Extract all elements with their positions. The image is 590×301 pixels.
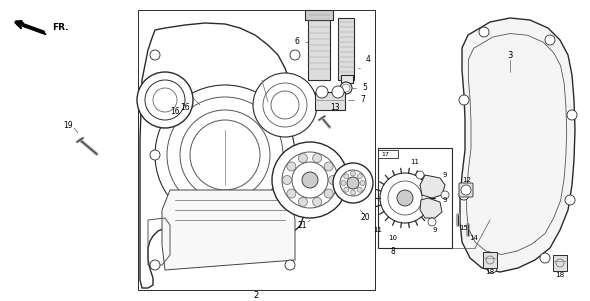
- Text: 4: 4: [366, 55, 371, 64]
- Circle shape: [272, 142, 348, 218]
- Circle shape: [285, 150, 295, 160]
- Circle shape: [441, 191, 449, 199]
- Bar: [315, 92, 345, 110]
- Circle shape: [313, 197, 322, 206]
- Bar: [483, 252, 497, 268]
- Text: 21: 21: [297, 221, 307, 229]
- Circle shape: [479, 27, 489, 37]
- Circle shape: [350, 190, 356, 195]
- Circle shape: [487, 263, 497, 273]
- Circle shape: [150, 50, 160, 60]
- Circle shape: [357, 187, 362, 192]
- Circle shape: [287, 162, 296, 171]
- Circle shape: [357, 174, 362, 179]
- Circle shape: [341, 181, 346, 185]
- Circle shape: [155, 85, 295, 225]
- Circle shape: [565, 195, 575, 205]
- Circle shape: [347, 177, 359, 189]
- Circle shape: [350, 171, 356, 176]
- Circle shape: [150, 150, 160, 160]
- Polygon shape: [460, 18, 575, 272]
- Bar: [553, 255, 567, 271]
- Bar: [341, 75, 353, 83]
- Circle shape: [324, 189, 333, 198]
- Circle shape: [397, 190, 413, 206]
- Text: FR.: FR.: [52, 23, 68, 32]
- Text: 17: 17: [381, 153, 389, 157]
- Text: 8: 8: [391, 247, 395, 256]
- Circle shape: [287, 189, 296, 198]
- Circle shape: [302, 172, 318, 188]
- Text: 20: 20: [360, 213, 370, 222]
- FancyBboxPatch shape: [459, 183, 473, 197]
- Circle shape: [290, 50, 300, 60]
- Bar: [378, 150, 398, 158]
- Bar: [378, 148, 452, 248]
- Circle shape: [324, 162, 333, 171]
- Circle shape: [461, 185, 471, 195]
- Circle shape: [283, 175, 291, 185]
- Circle shape: [540, 253, 550, 263]
- Circle shape: [299, 154, 307, 163]
- Circle shape: [428, 218, 436, 226]
- Circle shape: [360, 181, 365, 185]
- Text: 2: 2: [253, 290, 258, 299]
- Circle shape: [150, 260, 160, 270]
- Circle shape: [567, 110, 577, 120]
- Text: 11: 11: [411, 159, 419, 165]
- Polygon shape: [162, 190, 295, 270]
- Circle shape: [332, 86, 344, 98]
- Text: 13: 13: [330, 104, 340, 113]
- Text: 9: 9: [442, 172, 447, 178]
- Bar: [305, 10, 333, 20]
- Text: 16: 16: [170, 107, 180, 116]
- Circle shape: [416, 171, 424, 179]
- Circle shape: [545, 35, 555, 45]
- Circle shape: [285, 260, 295, 270]
- Bar: [308, 12, 330, 80]
- Circle shape: [459, 95, 469, 105]
- Text: 11: 11: [373, 227, 382, 233]
- Text: 14: 14: [470, 235, 478, 241]
- Circle shape: [380, 173, 430, 223]
- Text: 10: 10: [388, 235, 398, 241]
- Circle shape: [344, 187, 349, 192]
- Text: 5: 5: [362, 83, 367, 92]
- Circle shape: [344, 174, 349, 179]
- Circle shape: [459, 190, 469, 200]
- Circle shape: [340, 82, 352, 94]
- Text: 19: 19: [63, 120, 73, 129]
- Circle shape: [137, 72, 193, 128]
- Text: 18: 18: [555, 272, 565, 278]
- Circle shape: [316, 86, 328, 98]
- Circle shape: [333, 163, 373, 203]
- Polygon shape: [420, 175, 445, 198]
- Text: 9: 9: [442, 197, 447, 203]
- Circle shape: [299, 197, 307, 206]
- Text: 3: 3: [507, 51, 513, 60]
- Circle shape: [253, 73, 317, 137]
- Text: 7: 7: [360, 95, 365, 104]
- Circle shape: [329, 175, 337, 185]
- Bar: [338, 18, 354, 80]
- Text: 16: 16: [180, 104, 190, 113]
- Polygon shape: [140, 23, 303, 288]
- Text: 12: 12: [463, 177, 471, 183]
- Text: 9: 9: [432, 227, 437, 233]
- Text: 6: 6: [294, 38, 299, 46]
- Bar: [138, 10, 375, 290]
- Text: 18: 18: [486, 269, 494, 275]
- Circle shape: [313, 154, 322, 163]
- Text: 15: 15: [460, 225, 468, 231]
- Polygon shape: [420, 198, 442, 218]
